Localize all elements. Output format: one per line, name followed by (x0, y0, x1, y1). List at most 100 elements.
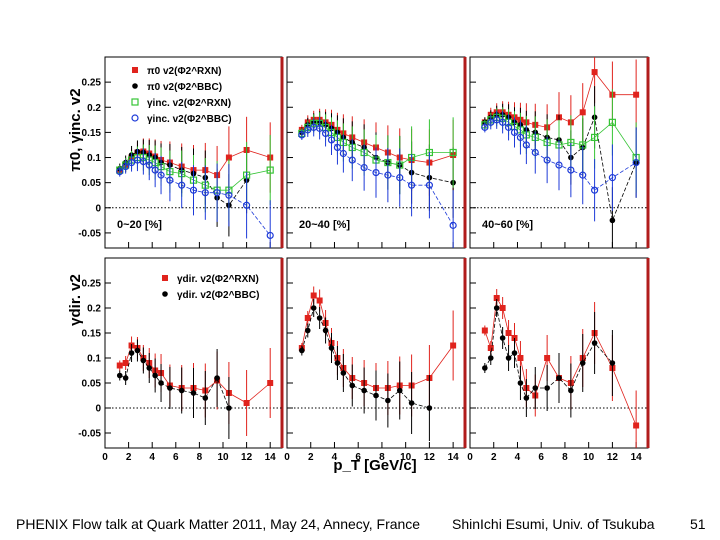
data-point (591, 69, 598, 76)
y-tick-label: -0.05 (78, 228, 101, 239)
data-point (333, 143, 342, 152)
data-point (493, 305, 500, 311)
data-point (167, 385, 173, 391)
panel-grid: -0.05 0 0.05 0.1 0.15 0.2 0.25 0~20 [%] 20~40 [%… (78, 56, 650, 463)
data-point (166, 176, 174, 184)
data-point (116, 372, 123, 379)
data-point (178, 387, 185, 394)
data-point (425, 181, 433, 189)
x-tick-label: 6 (173, 452, 179, 463)
data-point (266, 166, 274, 174)
data-point (140, 357, 147, 364)
x-tick-label: 10 (583, 452, 595, 463)
data-point (266, 231, 274, 240)
x-tick-label: 8 (197, 452, 203, 463)
data-point (579, 360, 586, 366)
data-point (532, 385, 539, 391)
data-point (298, 131, 306, 139)
x-tick-label: 12 (241, 452, 253, 463)
data-point (122, 375, 129, 381)
data-point (499, 335, 506, 341)
data-point (225, 191, 233, 199)
y-tick-label: 0.2 (87, 103, 101, 114)
data-point (487, 355, 494, 361)
footer-talk-title: PHENIX Flow talk at Quark Matter 2011, M… (16, 516, 421, 532)
data-point (543, 156, 551, 164)
data-point (590, 186, 599, 194)
data-point (579, 109, 586, 116)
data-point (523, 395, 530, 401)
data-point (481, 327, 488, 334)
data-point (408, 400, 415, 406)
x-tick-label: 14 (448, 452, 460, 463)
data-point (373, 392, 379, 399)
data-point (510, 128, 519, 136)
data-point (349, 382, 356, 389)
data-point (505, 330, 512, 336)
data-point (493, 295, 500, 301)
data-point (152, 372, 158, 379)
page-number: 51 (690, 516, 706, 532)
data-point (132, 67, 138, 73)
data-point (134, 347, 141, 354)
series-line (484, 119, 637, 191)
y-tick-label: 0.05 (82, 178, 102, 189)
data-point (151, 166, 159, 174)
data-point (426, 405, 433, 411)
series-line (484, 307, 613, 399)
data-point (396, 174, 404, 182)
data-point (487, 345, 494, 351)
x-tick-label: 4 (515, 452, 521, 463)
x-tick-label: 8 (379, 452, 385, 463)
data-point (450, 342, 457, 349)
x-tick-label: 2 (308, 452, 314, 463)
data-point (361, 387, 367, 394)
footer-author: ShinIchi Esumi, Univ. of Tsukuba (452, 516, 655, 532)
data-point (190, 390, 197, 396)
x-axis-label: p_T [GeV/c] (333, 457, 416, 474)
data-point (214, 375, 220, 381)
data-point (304, 315, 311, 321)
series-line (484, 114, 637, 222)
x-tick-label: 0 (467, 452, 473, 463)
legend-label: γdir. v2(Φ2^RXN) (177, 274, 259, 285)
centrality-label: 0~20 [%] (117, 219, 162, 231)
y-tick-label: 0.1 (87, 354, 101, 365)
data-point (449, 221, 457, 229)
data-point (178, 181, 186, 189)
data-point (517, 355, 524, 361)
data-point (122, 162, 130, 171)
data-point (304, 327, 311, 334)
data-point (556, 375, 562, 381)
data-point (310, 305, 317, 311)
data-point (116, 168, 124, 176)
data-point (499, 305, 506, 311)
data-point (328, 345, 335, 351)
data-point (334, 360, 341, 366)
data-point (385, 397, 391, 404)
data-point (327, 136, 336, 144)
x-tick-label: 6 (355, 452, 361, 463)
x-tick-label: 0 (284, 452, 290, 463)
data-point (522, 141, 530, 149)
data-point (127, 158, 136, 167)
data-point (591, 340, 598, 346)
data-point (131, 114, 139, 122)
data-point (189, 186, 198, 194)
data-point (132, 83, 138, 89)
data-point (225, 154, 232, 161)
data-point (505, 355, 512, 361)
data-point (567, 166, 575, 174)
data-point (544, 385, 550, 391)
legend-top: π0 v2(Φ2^RXN) π0 v2(Φ2^BBC) γinc. v2(Φ2^RX… (131, 66, 232, 125)
centrality-label: 20~40 [%] (299, 219, 350, 231)
x-tick-label: 14 (631, 452, 643, 463)
x-tick-label: 6 (538, 452, 544, 463)
data-point (555, 161, 563, 169)
y-tick-label: 0.1 (87, 153, 101, 164)
x-tick-label: 10 (217, 452, 229, 463)
data-point (340, 370, 347, 376)
x-tick-label: 12 (607, 452, 619, 463)
data-point (162, 291, 168, 297)
x-tick-label: 4 (332, 452, 338, 463)
